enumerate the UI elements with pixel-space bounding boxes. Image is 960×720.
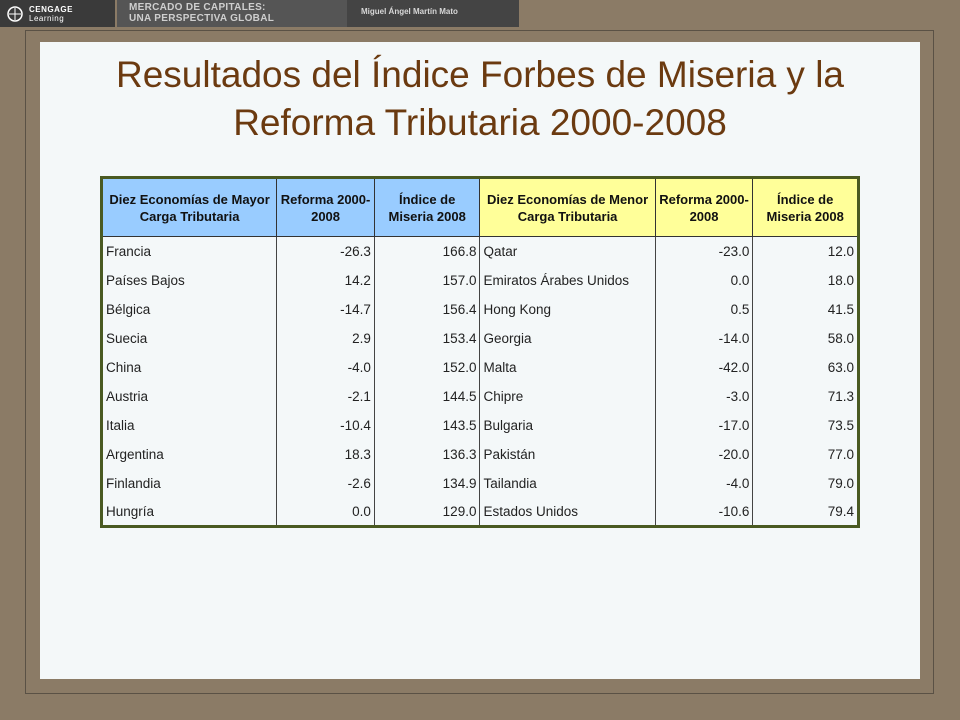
cell-low-misery: 41.5 — [752, 294, 859, 324]
cell-low-reform: -42.0 — [654, 352, 753, 382]
cell-low-misery: 58.0 — [752, 323, 859, 353]
cell-low-misery: 79.0 — [752, 468, 859, 498]
book-title: MERCADO DE CAPITALES: UNA PERSPECTIVA GL… — [117, 0, 347, 27]
cell-high-misery: 153.4 — [373, 323, 480, 353]
cell-high-reform: 2.9 — [276, 323, 375, 353]
cell-low-country: Bulgaria — [479, 410, 656, 440]
cell-high-country: China — [106, 359, 142, 375]
cell-high-misery: 134.9 — [373, 468, 480, 498]
cell-low-reform: 0.5 — [654, 294, 753, 324]
table-row: China -4.0 152.0 Malta -42.0 63.0 — [102, 352, 859, 382]
cell-high-country: Francia — [106, 243, 152, 259]
cengage-mark-icon — [6, 5, 24, 23]
cell-low-country: Emiratos Árabes Unidos — [479, 265, 656, 295]
cell-low-reform: -14.0 — [654, 323, 753, 353]
slide-title: Resultados del Índice Forbes de Miseria … — [115, 54, 845, 143]
table-row: Francia -26.3 166.8 Qatar -23.0 12.0 — [102, 236, 859, 266]
cell-low-reform: -20.0 — [654, 439, 753, 469]
table-row: Italia -10.4 143.5 Bulgaria -17.0 73.5 — [102, 410, 859, 440]
cell-high-misery: 152.0 — [373, 352, 480, 382]
book-title-line2: UNA PERSPECTIVA GLOBAL — [129, 13, 275, 24]
cell-high-misery: 129.0 — [373, 497, 480, 527]
col-header-misery-low: Índice de Miseria 2008 — [752, 177, 859, 237]
cell-low-country: Tailandia — [479, 468, 656, 498]
cell-low-country: Qatar — [479, 236, 656, 266]
cell-low-country: Malta — [479, 352, 656, 382]
cell-high-reform: -14.7 — [276, 294, 375, 324]
cell-high-misery: 144.5 — [373, 381, 480, 411]
cell-low-misery: 77.0 — [752, 439, 859, 469]
cengage-logo: CENGAGE Learning — [0, 0, 115, 27]
cell-high-reform: -26.3 — [276, 236, 375, 266]
cell-high-reform: -2.1 — [276, 381, 375, 411]
table-row: Austria -2.1 144.5 Chipre -3.0 71.3 — [102, 381, 859, 411]
cell-low-reform: -17.0 — [654, 410, 753, 440]
author-name: Miguel Ángel Martín Mato — [347, 0, 519, 27]
cell-high-misery: 143.5 — [373, 410, 480, 440]
brand-subname: Learning — [29, 13, 65, 23]
cell-high-reform: -2.6 — [276, 468, 375, 498]
cell-low-country: Pakistán — [479, 439, 656, 469]
top-banner: CENGAGE Learning MERCADO DE CAPITALES: U… — [0, 0, 960, 30]
col-header-low-tax-economies: Diez Economías de Menor Carga Tributaria — [479, 177, 656, 237]
cell-low-country: Chipre — [479, 381, 656, 411]
slide: Resultados del Índice Forbes de Miseria … — [40, 42, 920, 679]
cell-low-misery: 63.0 — [752, 352, 859, 382]
cell-low-misery: 79.4 — [752, 497, 859, 527]
col-header-high-tax-economies: Diez Economías de Mayor Carga Tributaria — [101, 177, 277, 237]
cell-low-reform: 0.0 — [654, 265, 753, 295]
table-row: Hungría 0.0 129.0 Estados Unidos -10.6 7… — [102, 497, 859, 527]
cell-high-country: Bélgica — [106, 301, 151, 317]
cell-low-misery: 73.5 — [752, 410, 859, 440]
col-header-reform-low: Reforma 2000-2008 — [654, 177, 753, 237]
cell-low-reform: -10.6 — [654, 497, 753, 527]
cell-high-country: Finlandia — [106, 475, 161, 491]
cell-high-reform: 0.0 — [276, 497, 375, 527]
cell-low-reform: -4.0 — [654, 468, 753, 498]
table-row: Países Bajos 14.2 157.0 Emiratos Árabes … — [102, 265, 859, 295]
col-header-misery-high: Índice de Miseria 2008 — [373, 177, 480, 237]
cell-low-country: Hong Kong — [479, 294, 656, 324]
cell-high-country: Argentina — [106, 446, 164, 462]
cell-low-misery: 18.0 — [752, 265, 859, 295]
cell-low-country: Georgia — [479, 323, 656, 353]
cell-high-country: Italia — [106, 417, 135, 433]
brand-name: CENGAGE — [29, 4, 73, 14]
table-row: Finlandia -2.6 134.9 Tailandia -4.0 79.0 — [102, 468, 859, 498]
results-table: Diez Economías de Mayor Carga Tributaria… — [100, 176, 860, 528]
cell-low-misery: 12.0 — [752, 236, 859, 266]
cell-high-reform: 14.2 — [276, 265, 375, 295]
cell-high-country: Austria — [106, 388, 149, 404]
col-header-reform-high: Reforma 2000-2008 — [276, 177, 375, 237]
cell-high-reform: 18.3 — [276, 439, 375, 469]
table-row: Suecia 2.9 153.4 Georgia -14.0 58.0 — [102, 323, 859, 353]
table-row: Argentina 18.3 136.3 Pakistán -20.0 77.0 — [102, 439, 859, 469]
cell-low-misery: 71.3 — [752, 381, 859, 411]
table-header-row: Diez Economías de Mayor Carga Tributaria… — [101, 177, 859, 237]
cell-high-reform: -10.4 — [276, 410, 375, 440]
cell-high-country: Países Bajos — [106, 272, 185, 288]
cell-high-misery: 156.4 — [373, 294, 480, 324]
cell-low-reform: -23.0 — [654, 236, 753, 266]
cell-high-country: Suecia — [106, 330, 148, 346]
book-title-line1: MERCADO DE CAPITALES: — [129, 2, 266, 13]
cell-low-country: Estados Unidos — [479, 497, 656, 527]
table-row: Bélgica -14.7 156.4 Hong Kong 0.5 41.5 — [102, 294, 859, 324]
cell-low-reform: -3.0 — [654, 381, 753, 411]
cell-high-misery: 166.8 — [373, 236, 480, 266]
cell-high-country: Hungría — [106, 503, 155, 519]
cell-high-misery: 157.0 — [373, 265, 480, 295]
cell-high-misery: 136.3 — [373, 439, 480, 469]
cell-high-reform: -4.0 — [276, 352, 375, 382]
